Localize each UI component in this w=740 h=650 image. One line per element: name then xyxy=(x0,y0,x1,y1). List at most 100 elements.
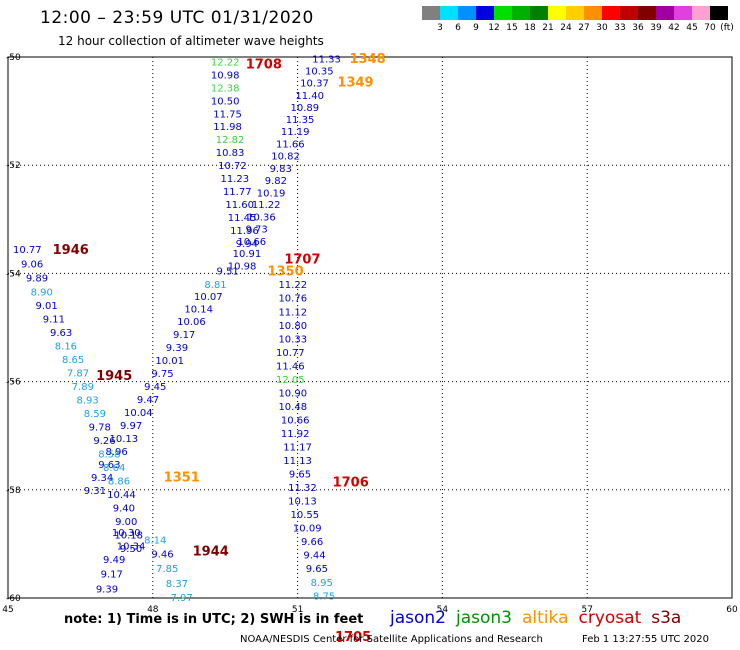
wave-height-label: 11.66 xyxy=(276,140,305,151)
wave-height-label: 10.50 xyxy=(211,96,240,107)
wave-height-label: 7.97 xyxy=(171,593,193,604)
x-tick-label: 57 xyxy=(581,605,592,615)
generation-timestamp: Feb 1 13:27:55 UTC 2020 xyxy=(582,634,709,645)
legend-label: 15 xyxy=(506,23,518,33)
wave-height-label: 12.38 xyxy=(211,83,240,94)
y-tick-label: -54 xyxy=(6,269,21,279)
satellite-legend: jason2 jason3 altika cryosat s3a xyxy=(390,608,691,628)
time-annotation: 1946 xyxy=(53,243,89,258)
wave-height-label: 8.81 xyxy=(204,280,226,291)
wave-height-label: 9.83 xyxy=(270,164,292,175)
legend-label: 9 xyxy=(473,23,479,33)
wave-height-label: 11.75 xyxy=(213,109,242,120)
legend-label: 12 xyxy=(488,23,500,33)
wave-height-label: 12.22 xyxy=(211,57,240,68)
satellite-legend-item: s3a xyxy=(651,608,682,628)
wave-height-label: 8.37 xyxy=(166,579,188,590)
wave-height-label: 9.01 xyxy=(35,301,57,312)
wave-height-label: 10.77 xyxy=(13,245,42,256)
wave-height-label: 10.35 xyxy=(305,67,334,78)
x-tick-label: 54 xyxy=(437,605,449,615)
plot-frame xyxy=(7,56,733,599)
x-tick-label: 51 xyxy=(292,605,303,615)
wave-height-label: 9.17 xyxy=(101,570,123,581)
wave-height-label: 9.34 xyxy=(91,473,113,484)
wave-height-label: 10.19 xyxy=(257,188,286,199)
time-annotation: 1351 xyxy=(164,470,200,485)
wave-height-label: 9.06 xyxy=(21,260,43,271)
wave-height-label: 9.65 xyxy=(289,470,311,481)
wave-height-label: 8.95 xyxy=(311,578,333,589)
legend-swatch xyxy=(638,6,656,20)
x-tick-label: 48 xyxy=(147,605,159,615)
legend-label: 18 xyxy=(524,23,536,33)
y-tick-label: -56 xyxy=(6,378,21,388)
legend-label: 33 xyxy=(614,23,626,33)
time-annotation: 1944 xyxy=(193,544,229,559)
wave-height-label: 7.87 xyxy=(67,368,89,379)
wave-height-label: 9.63 xyxy=(50,328,72,339)
wave-height-label: 10.89 xyxy=(291,103,320,114)
time-annotation: 1350 xyxy=(267,265,303,280)
wave-height-label: 9.51 xyxy=(216,267,238,278)
wave-height-label: 9.82 xyxy=(265,176,287,187)
wave-height-label: 10.48 xyxy=(278,402,307,413)
satellite-legend-item: jason3 xyxy=(456,608,512,628)
legend-swatch xyxy=(692,6,710,20)
legend-label: 45 xyxy=(686,23,698,33)
wave-height-label: 10.83 xyxy=(216,148,245,159)
legend-label: 21 xyxy=(542,23,554,33)
wave-height-label: 11.35 xyxy=(286,115,315,126)
wave-height-label: 12.05 xyxy=(276,375,305,386)
wave-height-label: 9.17 xyxy=(173,330,195,341)
wave-height-label: 10.04 xyxy=(124,408,153,419)
legend-swatch xyxy=(530,6,548,20)
legend-label: 36 xyxy=(632,23,644,33)
wave-height-label: 10.55 xyxy=(291,510,320,521)
wave-height-label: 10.14 xyxy=(184,305,213,316)
wave-height-label: 10.06 xyxy=(177,317,206,328)
x-tick-label: 45 xyxy=(2,605,13,615)
legend-swatch xyxy=(512,6,530,20)
wave-height-label: 10.72 xyxy=(218,161,247,172)
y-tick-label: -52 xyxy=(6,161,21,171)
y-tick-label: -58 xyxy=(6,486,21,496)
wave-height-label: 9.75 xyxy=(151,369,173,380)
legend-label: 27 xyxy=(578,23,590,33)
wave-height-label: 9.26 xyxy=(93,436,115,447)
wave-height-label: 10.13 xyxy=(110,434,139,445)
chart-subtitle: 12 hour collection of altimeter wave hei… xyxy=(58,34,324,48)
legend-swatch xyxy=(656,6,674,20)
legend-swatch xyxy=(458,6,476,20)
wave-height-label: 9.44 xyxy=(303,551,325,562)
credit-line: NOAA/NESDIS Center for Satellite Applica… xyxy=(240,634,543,645)
legend-swatch xyxy=(548,6,566,20)
wave-height-label: 10.33 xyxy=(278,334,307,345)
legend-swatch xyxy=(584,6,602,20)
legend-label: 42 xyxy=(668,23,680,33)
wave-height-label: 11.46 xyxy=(276,361,305,372)
wave-height-label: 8.16 xyxy=(55,341,77,352)
wave-height-label: 10.90 xyxy=(278,388,307,399)
wave-height-label: 9.63 xyxy=(98,460,120,471)
time-annotation: 1705 xyxy=(335,630,371,645)
wave-height-label: 12.82 xyxy=(216,135,245,146)
legend-unit: (ft) xyxy=(720,23,734,33)
wave-height-label: 8.90 xyxy=(31,287,53,298)
wave-height-label: 8.64 xyxy=(103,463,125,474)
wave-height-label: 8.59 xyxy=(84,409,106,420)
wave-height-label: 11.12 xyxy=(278,307,307,318)
wave-height-label: 11.98 xyxy=(213,122,242,133)
wave-height-label: 11.40 xyxy=(295,91,324,102)
satellite-legend-item: altika xyxy=(522,608,569,628)
legend-swatch xyxy=(494,6,512,20)
wave-height-label: 10.77 xyxy=(276,348,305,359)
wave-height-label: 10.82 xyxy=(271,151,300,162)
wave-height-label: 9.50 xyxy=(120,544,142,555)
wave-height-label: 9.31 xyxy=(84,486,106,497)
wave-height-label: 8.96 xyxy=(105,447,127,458)
wave-height-label: 11.17 xyxy=(283,443,312,454)
wave-height-label: 11.92 xyxy=(281,429,310,440)
footnote: note: 1) Time is in UTC; 2) SWH is in fe… xyxy=(64,612,364,627)
